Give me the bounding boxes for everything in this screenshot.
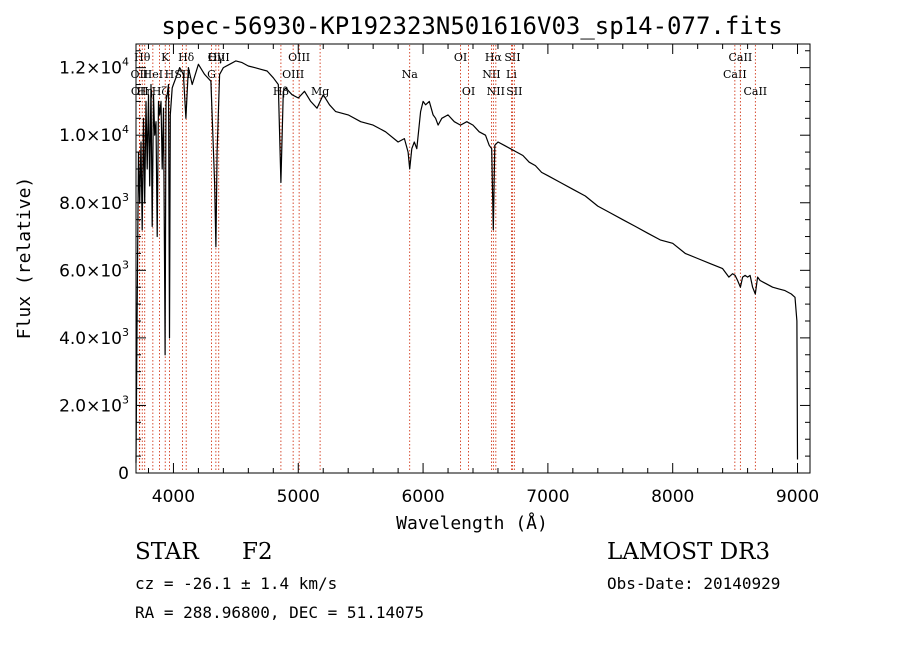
line-label: CaII — [743, 85, 767, 98]
line-label: Hβ — [273, 85, 289, 98]
y-tick-label: 8.0×103 — [59, 191, 129, 214]
y-axis-label: Flux (relative) — [14, 177, 35, 340]
observation-date: Obs-Date: 20140929 — [607, 574, 781, 593]
line-label: G — [207, 68, 216, 81]
line-label: SII — [506, 85, 522, 98]
redshift-velocity: cz = -26.1 ± 1.4 km/s — [135, 574, 338, 593]
chart-title: spec-56930-KP192323N501616V03_sp14-077.f… — [161, 12, 782, 40]
line-label: OIII — [288, 51, 310, 64]
y-tick-label: 2.0×103 — [59, 393, 129, 416]
x-tick-label: 5000 — [277, 487, 320, 507]
object-class: STAR — [135, 539, 199, 565]
line-label: CaII — [729, 51, 753, 64]
x-tick-label: 6000 — [401, 487, 444, 507]
y-tick-label: 6.0×103 — [59, 258, 129, 281]
line-label: Na — [402, 68, 419, 81]
x-tick-label: 7000 — [526, 487, 569, 507]
x-tick-label: 4000 — [152, 487, 195, 507]
object-subclass: F2 — [242, 539, 273, 565]
line-label: Li — [506, 68, 517, 81]
line-label: SII — [504, 51, 520, 64]
y-tick-label: 0 — [118, 464, 129, 484]
y-tick-label: 1.2×104 — [59, 56, 129, 79]
line-label: OIII — [208, 51, 230, 64]
line-label: Mg — [311, 85, 329, 98]
line-label: Hγ — [208, 51, 225, 64]
line-label: NII — [487, 85, 505, 98]
line-label: HeI — [143, 68, 163, 81]
line-label: K — [161, 51, 170, 64]
line-label: H — [165, 68, 175, 81]
spectrum-line — [135, 60, 799, 463]
line-label: CaII — [723, 68, 747, 81]
x-tick-label: 8000 — [651, 487, 694, 507]
line-label: Hδ — [178, 51, 195, 64]
y-tick-label: 1.0×104 — [59, 123, 129, 146]
line-label: OI — [454, 51, 467, 64]
plot-frame — [135, 43, 811, 474]
axes: 4000 5000 6000 7000 8000 9000 0 2.0×103 4.0×103 6… — [59, 44, 819, 507]
sky-coordinates: RA = 288.96800, DEC = 51.14075 — [135, 603, 424, 622]
survey-name: LAMOST DR3 — [607, 539, 771, 565]
line-label: OIII — [282, 68, 304, 81]
line-label: Hζ — [152, 85, 168, 98]
line-label: NII — [482, 68, 500, 81]
line-label: OI — [462, 85, 475, 98]
line-label: OII — [131, 85, 149, 98]
x-axis-label: Wavelength (Å) — [396, 512, 548, 534]
line-label: Hθ — [134, 51, 151, 64]
line-label: Hα — [485, 51, 503, 64]
y-tick-label: 4.0×103 — [59, 326, 129, 349]
x-tick-label: 9000 — [776, 487, 819, 507]
